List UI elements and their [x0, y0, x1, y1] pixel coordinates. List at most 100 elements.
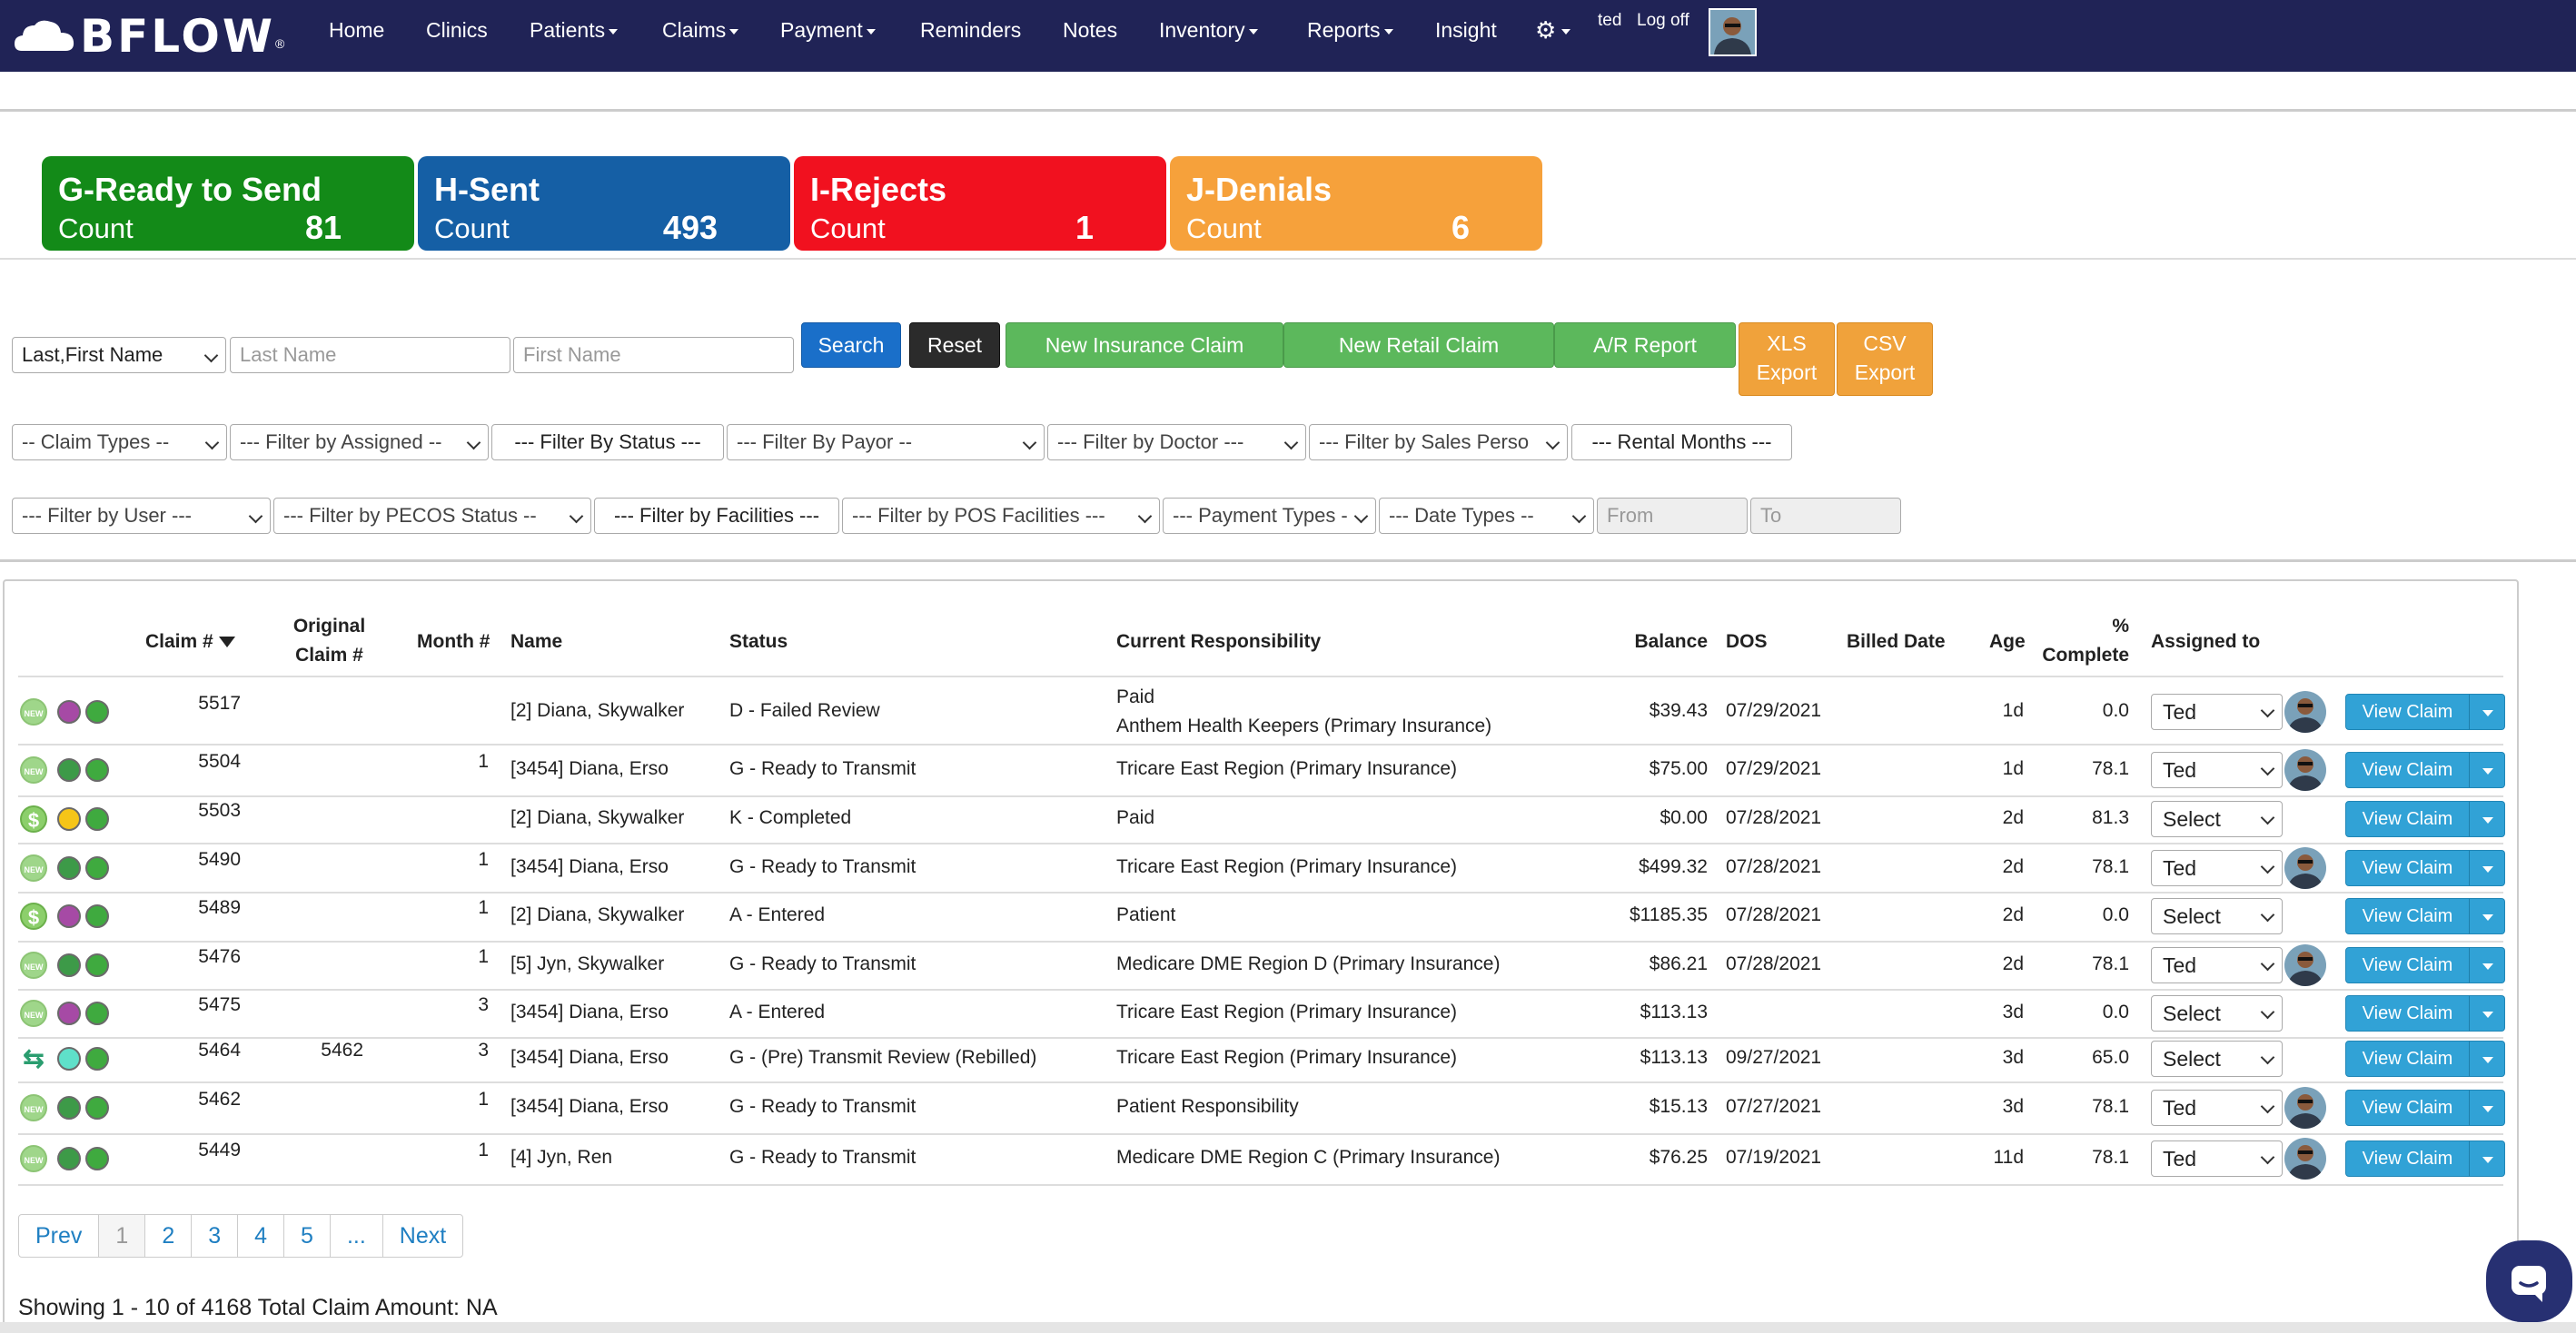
- claim-types-filter[interactable]: -- Claim Types --: [12, 424, 227, 460]
- claim-number-cell[interactable]: 5489: [198, 897, 241, 918]
- view-claim-dropdown-toggle[interactable]: [2469, 801, 2505, 837]
- claim-number-cell[interactable]: 5475: [198, 994, 241, 1015]
- view-claim-dropdown-toggle[interactable]: [2469, 752, 2505, 788]
- status-filter[interactable]: --- Filter By Status ---: [491, 424, 724, 460]
- sales-person-filter[interactable]: --- Filter by Sales Perso: [1309, 424, 1568, 460]
- csv-export-button[interactable]: CSV Export: [1837, 322, 1933, 396]
- assigned-select[interactable]: Select: [2151, 898, 2283, 934]
- facilities-filter[interactable]: --- Filter by Facilities ---: [594, 498, 839, 534]
- page-1-button[interactable]: 1: [98, 1214, 146, 1258]
- nav-claims[interactable]: Claims: [662, 18, 739, 43]
- dollar-icon[interactable]: $: [20, 903, 47, 930]
- view-claim-dropdown-toggle[interactable]: [2469, 694, 2505, 730]
- settings-gear-icon[interactable]: ⚙: [1535, 16, 1571, 44]
- name-header[interactable]: Name: [510, 631, 563, 652]
- view-claim-dropdown-toggle[interactable]: [2469, 898, 2505, 934]
- ar-report-button[interactable]: A/R Report: [1554, 322, 1736, 368]
- claim-number-cell[interactable]: 5476: [198, 946, 241, 967]
- rebill-refresh-icon[interactable]: ⇆: [20, 1045, 47, 1072]
- new-claim-icon[interactable]: NEW: [20, 1000, 47, 1027]
- payment-types-filter[interactable]: --- Payment Types -: [1163, 498, 1376, 534]
- name-mode-select[interactable]: Last,First Name: [12, 337, 226, 373]
- assigned-select[interactable]: Ted: [2151, 752, 2283, 788]
- status-card-0[interactable]: G-Ready to Send Count 81: [42, 156, 414, 251]
- age-header[interactable]: Age: [1989, 631, 2026, 652]
- assigned-select[interactable]: Ted: [2151, 1090, 2283, 1126]
- next-page-button[interactable]: Next: [381, 1214, 464, 1258]
- view-claim-dropdown-toggle[interactable]: [2469, 1041, 2505, 1077]
- page-5-button[interactable]: 5: [283, 1214, 331, 1258]
- claim-number-cell[interactable]: 5490: [198, 849, 241, 870]
- view-claim-button[interactable]: View Claim: [2345, 1140, 2470, 1177]
- payor-filter[interactable]: --- Filter By Payor --: [727, 424, 1045, 460]
- view-claim-button[interactable]: View Claim: [2345, 898, 2470, 934]
- billed-date-header[interactable]: Billed Date: [1847, 631, 1946, 652]
- first-name-input[interactable]: First Name: [513, 337, 794, 373]
- new-claim-icon[interactable]: NEW: [20, 952, 47, 979]
- assigned-header[interactable]: Assigned to: [2151, 631, 2261, 652]
- prev-page-button[interactable]: Prev: [18, 1214, 100, 1258]
- view-claim-dropdown-toggle[interactable]: [2469, 947, 2505, 983]
- dollar-icon[interactable]: $: [20, 805, 47, 833]
- page-2-button[interactable]: 2: [144, 1214, 193, 1258]
- view-claim-dropdown-toggle[interactable]: [2469, 1090, 2505, 1126]
- view-claim-button[interactable]: View Claim: [2345, 1090, 2470, 1126]
- status-card-1[interactable]: H-Sent Count 493: [418, 156, 790, 251]
- assigned-select[interactable]: Select: [2151, 801, 2283, 837]
- user-filter[interactable]: --- Filter by User ---: [12, 498, 271, 534]
- responsibility-header[interactable]: Current Responsibility: [1116, 631, 1322, 652]
- nav-insight[interactable]: Insight: [1435, 18, 1497, 43]
- xls-export-button[interactable]: XLS Export: [1739, 322, 1835, 396]
- brand-logo[interactable]: BFLOW ®: [15, 14, 284, 59]
- rental-months-filter[interactable]: --- Rental Months ---: [1571, 424, 1792, 460]
- claim-number-cell[interactable]: 5504: [198, 751, 241, 772]
- original-claim-header[interactable]: Original Claim #: [272, 612, 386, 670]
- claim-number-cell[interactable]: 5462: [198, 1089, 241, 1110]
- view-claim-dropdown-toggle[interactable]: [2469, 1140, 2505, 1177]
- status-card-3[interactable]: J-Denials Count 6: [1170, 156, 1542, 251]
- last-name-input[interactable]: Last Name: [230, 337, 510, 373]
- assigned-select[interactable]: Ted: [2151, 947, 2283, 983]
- dos-header[interactable]: DOS: [1726, 631, 1768, 652]
- to-date-input[interactable]: To: [1750, 498, 1901, 534]
- claim-number-cell[interactable]: 5464: [198, 1040, 241, 1061]
- nav-clinics[interactable]: Clinics: [426, 18, 488, 43]
- view-claim-dropdown-toggle[interactable]: [2469, 850, 2505, 886]
- assigned-select[interactable]: Ted: [2151, 850, 2283, 886]
- status-header[interactable]: Status: [729, 631, 788, 652]
- page-ellipsis-button[interactable]: ...: [329, 1214, 383, 1258]
- from-date-input[interactable]: From: [1597, 498, 1748, 534]
- nav-reminders[interactable]: Reminders: [920, 18, 1021, 43]
- view-claim-button[interactable]: View Claim: [2345, 801, 2470, 837]
- logoff-link[interactable]: Log off: [1637, 11, 1689, 30]
- new-claim-icon[interactable]: NEW: [20, 1094, 47, 1121]
- user-avatar[interactable]: [1709, 8, 1757, 56]
- new-claim-icon[interactable]: NEW: [20, 1145, 47, 1172]
- claim-number-header[interactable]: Claim #: [145, 627, 235, 657]
- nav-home[interactable]: Home: [329, 18, 384, 43]
- date-types-filter[interactable]: --- Date Types --: [1379, 498, 1594, 534]
- new-retail-claim-button[interactable]: New Retail Claim: [1283, 322, 1554, 368]
- view-claim-button[interactable]: View Claim: [2345, 694, 2470, 730]
- claim-number-cell[interactable]: 5517: [198, 693, 241, 714]
- page-4-button[interactable]: 4: [237, 1214, 285, 1258]
- reset-button[interactable]: Reset: [909, 322, 1000, 368]
- assigned-select[interactable]: Select: [2151, 995, 2283, 1032]
- pecos-status-filter[interactable]: --- Filter by PECOS Status --: [273, 498, 591, 534]
- new-claim-icon[interactable]: NEW: [20, 854, 47, 882]
- claim-number-cell[interactable]: 5503: [198, 800, 241, 821]
- nav-payment[interactable]: Payment: [780, 18, 876, 43]
- view-claim-button[interactable]: View Claim: [2345, 1041, 2470, 1077]
- assigned-select[interactable]: Ted: [2151, 694, 2283, 730]
- nav-patients[interactable]: Patients: [530, 18, 619, 43]
- view-claim-dropdown-toggle[interactable]: [2469, 995, 2505, 1032]
- claim-number-cell[interactable]: 5449: [198, 1140, 241, 1160]
- chat-widget-button[interactable]: [2486, 1240, 2572, 1322]
- percent-complete-header[interactable]: % Complete: [2035, 612, 2129, 670]
- new-insurance-claim-button[interactable]: New Insurance Claim: [1006, 322, 1283, 368]
- search-button[interactable]: Search: [801, 322, 901, 368]
- nav-reports[interactable]: Reports: [1307, 18, 1393, 43]
- pos-facilities-filter[interactable]: --- Filter by POS Facilities ---: [842, 498, 1160, 534]
- new-claim-icon[interactable]: NEW: [20, 698, 47, 726]
- month-header[interactable]: Month #: [417, 631, 490, 652]
